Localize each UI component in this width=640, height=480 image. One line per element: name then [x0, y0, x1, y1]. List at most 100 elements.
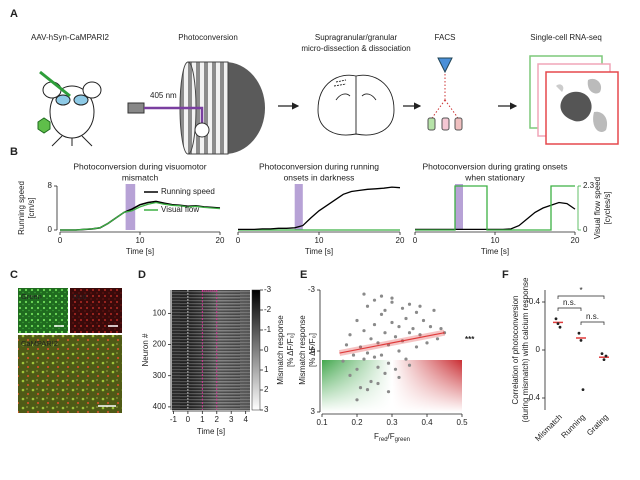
- point: [439, 327, 443, 331]
- sig-bracket: [580, 321, 605, 325]
- x-tick-label: 0: [413, 236, 418, 245]
- point: [407, 331, 412, 335]
- x-tick-label: 0.3: [386, 418, 398, 427]
- x-axis-label: Time [s]: [126, 247, 154, 256]
- panel-letter: C: [10, 269, 18, 281]
- colorbar-label: Mismatch response: [276, 315, 285, 385]
- x-tick-label: 4: [243, 415, 248, 424]
- point: [581, 388, 585, 391]
- y-tick-label: 0: [536, 345, 541, 354]
- laser-label: 405 nm: [150, 91, 177, 100]
- point: [390, 320, 394, 325]
- y-axis-label: Mismatch response: [298, 315, 307, 385]
- x-tick-label: 0.5: [456, 418, 468, 427]
- point: [577, 331, 581, 335]
- series-line: [238, 186, 401, 231]
- point: [362, 357, 366, 361]
- point: [355, 398, 359, 402]
- colorbar-tick-label: 1: [264, 365, 269, 374]
- point: [407, 302, 412, 306]
- point: [365, 351, 370, 355]
- point: [372, 322, 377, 327]
- brain-section: [317, 74, 395, 136]
- highlight: [455, 184, 463, 230]
- x-tick-label: 2: [215, 415, 220, 424]
- y-axis-label: Correlation of photoconversion: [511, 296, 520, 405]
- point: [421, 318, 426, 323]
- x-tick-label: Mismatch: [533, 413, 564, 444]
- y-axis-label: Running speed: [17, 181, 26, 235]
- chart-title: when stationary: [464, 172, 525, 182]
- point: [369, 337, 373, 341]
- step-label: Single-cell RNA-seq: [530, 33, 602, 42]
- point: [435, 337, 440, 341]
- panel-letter: E: [300, 269, 307, 281]
- x-tick-label: 20: [216, 236, 225, 245]
- point: [355, 318, 359, 323]
- x-tick-label: 20: [571, 236, 580, 245]
- point: [365, 304, 370, 308]
- point: [397, 349, 401, 353]
- step-label: FACS: [435, 33, 456, 42]
- panel-a-art: [37, 55, 619, 155]
- image-label: CaMPARI2: [21, 339, 58, 348]
- point: [390, 296, 394, 300]
- panel-c-images: [18, 288, 122, 413]
- point: [404, 316, 408, 321]
- point: [414, 345, 419, 349]
- y-tick-label: 3: [311, 407, 316, 416]
- legend-label: Visual flow: [161, 205, 199, 214]
- fit-line: [339, 332, 445, 354]
- facs: [427, 57, 463, 131]
- point: [386, 361, 391, 365]
- point: [600, 352, 604, 355]
- point: [400, 306, 405, 310]
- colorbar-tick-label: 0: [264, 345, 269, 354]
- y-tick-label: -3: [308, 285, 316, 294]
- step-label: AAV-hSyn-CaMPARI2: [31, 33, 110, 42]
- point: [404, 357, 408, 361]
- panel-letter: B: [10, 146, 18, 158]
- point: [383, 371, 387, 375]
- point: [554, 317, 558, 321]
- sig-label: n.s.: [586, 312, 599, 321]
- x-tick-label: Running: [559, 413, 586, 440]
- point: [393, 367, 398, 371]
- x-axis-label: Time [s]: [481, 247, 509, 256]
- y-tick-label: 300: [153, 371, 167, 380]
- colorbar-tick-label: 3: [264, 405, 269, 414]
- x-tick-label: 1: [200, 415, 205, 424]
- point: [418, 333, 422, 337]
- x-tick-label: 3: [229, 415, 234, 424]
- x-tick-label: 0.1: [316, 418, 328, 427]
- x-axis-label: Time [s]: [197, 427, 225, 436]
- highlight: [125, 184, 136, 230]
- point: [407, 363, 412, 367]
- x-tick-label: 10: [315, 236, 324, 245]
- sig-label: *: [579, 286, 582, 295]
- image-label: Red: [73, 292, 87, 301]
- step-label: Supragranular/granular: [315, 33, 398, 42]
- point: [358, 345, 363, 349]
- highlight: [294, 184, 303, 230]
- x-tick-label: 20: [396, 236, 405, 245]
- x-tick-label: 0: [236, 236, 241, 245]
- chart-title: mismatch: [122, 172, 159, 182]
- y2-axis-label: Visual flow speed: [593, 177, 602, 239]
- point: [376, 341, 380, 345]
- x-tick-label: 10: [491, 236, 500, 245]
- point: [418, 304, 422, 308]
- point: [372, 298, 377, 302]
- point: [556, 322, 560, 325]
- point: [383, 331, 387, 335]
- chart-title: Photoconversion during visuomotor: [73, 161, 206, 171]
- legend-label: Running speed: [161, 187, 215, 196]
- step-label: micro-dissection & dissociation: [301, 44, 410, 53]
- y-tick-label: 400: [153, 402, 167, 411]
- x-tick-label: 0: [186, 415, 191, 424]
- y-tick-label: 200: [153, 340, 167, 349]
- x-tick-label: -1: [170, 415, 178, 424]
- y-axis-label: [cm/s]: [27, 197, 36, 218]
- point: [348, 373, 352, 377]
